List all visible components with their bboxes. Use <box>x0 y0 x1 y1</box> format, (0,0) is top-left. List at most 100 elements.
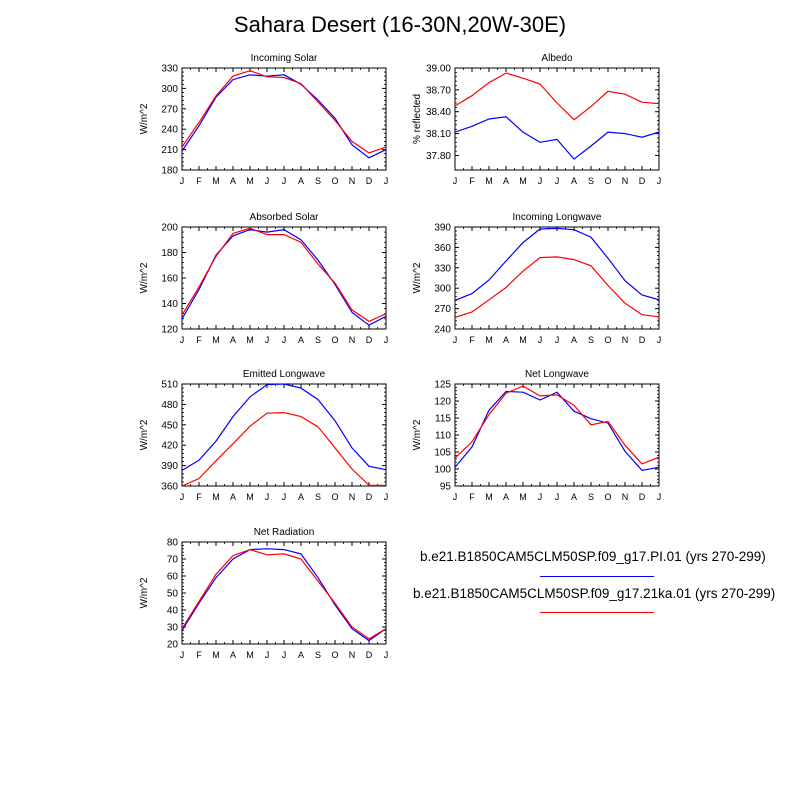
x-tick-label: D <box>639 176 646 186</box>
x-tick-label: J <box>453 335 458 345</box>
panel-title: Incoming Solar <box>251 53 318 64</box>
x-tick-label: N <box>349 335 356 345</box>
x-tick-label: M <box>519 492 527 502</box>
x-tick-label: J <box>265 335 270 345</box>
y-tick-label: 115 <box>435 414 451 425</box>
x-tick-label: D <box>366 335 373 345</box>
panel-incoming-longwave: J F M A M J J A S O N D J240270300330360390W/m^2Inco… <box>412 212 661 345</box>
y-tick-label: 60 <box>167 572 179 583</box>
x-tick-label: A <box>571 335 577 345</box>
x-tick-label: J <box>282 176 287 186</box>
series-line-pi <box>455 116 659 160</box>
x-tick-label: A <box>298 650 304 660</box>
y-tick-label: 100 <box>434 465 451 476</box>
x-tick-label: F <box>469 335 475 345</box>
y-tick-label: 40 <box>167 606 179 617</box>
x-tick-label: S <box>315 335 321 345</box>
plot-frame <box>181 383 387 487</box>
y-tick-label: 180 <box>161 248 178 259</box>
x-tick-label: F <box>469 176 475 186</box>
x-tick-label: N <box>622 176 629 186</box>
y-tick-label: 70 <box>167 555 179 566</box>
x-tick-label: D <box>366 650 373 660</box>
x-tick-label: O <box>604 176 611 186</box>
plot-frame <box>181 67 387 171</box>
x-tick-label: J <box>538 492 543 502</box>
y-tick-label: 510 <box>161 380 178 391</box>
y-axis-label: W/m^2 <box>412 419 423 450</box>
panel-absorbed-solar: J F M A M J J A S O N D J120140160180200W/m^2Absorbe… <box>139 212 388 345</box>
x-tick-label: N <box>622 335 629 345</box>
panel-title: Albedo <box>541 53 573 64</box>
panel-emitted-longwave: J F M A M J J A S O N D J360390420450480510W/m^2Emit… <box>139 369 388 502</box>
x-tick-label: S <box>315 176 321 186</box>
x-tick-label: N <box>622 492 629 502</box>
y-tick-label: 450 <box>161 420 178 431</box>
x-tick-label: J <box>555 492 560 502</box>
y-tick-label: 210 <box>161 145 178 156</box>
x-tick-label: J <box>555 335 560 345</box>
y-tick-label: 270 <box>161 104 178 115</box>
x-tick-label: M <box>246 176 254 186</box>
panel-albedo: J F M A M J J A S O N D J37.8038.1038.4038.7039.00% … <box>412 53 661 186</box>
y-tick-label: 240 <box>434 325 451 336</box>
x-tick-label: O <box>331 335 338 345</box>
x-tick-label: S <box>588 176 594 186</box>
x-tick-label: A <box>503 176 509 186</box>
series-line-pi <box>182 74 386 159</box>
x-tick-label: M <box>485 492 493 502</box>
y-tick-label: 140 <box>161 299 178 310</box>
y-tick-label: 330 <box>434 263 451 274</box>
panel-title: Net Longwave <box>525 369 589 380</box>
x-tick-label: J <box>282 492 287 502</box>
plot-frame <box>454 226 660 330</box>
y-axis-label: W/m^2 <box>412 262 423 293</box>
x-tick-label: N <box>349 176 356 186</box>
x-tick-label: A <box>230 650 236 660</box>
series-line-21ka <box>182 227 386 323</box>
y-tick-label: 240 <box>161 125 178 136</box>
x-tick-label: J <box>265 650 270 660</box>
series-line-pi <box>182 548 386 642</box>
y-tick-label: 50 <box>167 589 179 600</box>
y-tick-label: 360 <box>434 243 451 254</box>
panel-title: Net Radiation <box>254 527 315 538</box>
y-axis-label: W/m^2 <box>139 262 150 293</box>
x-tick-label: M <box>212 650 220 660</box>
x-tick-label: J <box>180 650 185 660</box>
y-tick-label: 300 <box>434 284 451 295</box>
series-line-21ka <box>182 548 386 640</box>
x-tick-label: F <box>196 650 202 660</box>
x-tick-label: J <box>265 176 270 186</box>
x-tick-label: F <box>196 335 202 345</box>
x-tick-label: D <box>366 492 373 502</box>
x-tick-label: D <box>639 335 646 345</box>
x-tick-label: J <box>555 176 560 186</box>
x-tick-label: F <box>196 176 202 186</box>
x-tick-label: J <box>384 176 389 186</box>
x-tick-label: O <box>604 492 611 502</box>
series-line-21ka <box>182 70 386 154</box>
x-tick-label: A <box>503 492 509 502</box>
legend-label-pi: b.e21.B1850CAM5CLM50SP.f09_g17.PI.01 (yr… <box>420 549 766 564</box>
x-tick-label: A <box>230 335 236 345</box>
y-tick-label: 360 <box>161 482 178 493</box>
x-tick-label: M <box>246 650 254 660</box>
x-tick-label: J <box>657 176 662 186</box>
panel-title: Emitted Longwave <box>243 369 326 380</box>
x-tick-label: O <box>331 176 338 186</box>
y-axis-label: % reflected <box>412 94 423 144</box>
panel-net-longwave: J F M A M J J A S O N D J95100105110115120125W/m^2Ne… <box>412 369 661 502</box>
y-tick-label: 200 <box>161 223 178 234</box>
series-line-21ka <box>182 411 386 486</box>
x-tick-label: J <box>282 650 287 660</box>
series-line-pi <box>182 384 386 471</box>
x-tick-label: S <box>315 492 321 502</box>
y-tick-label: 105 <box>434 448 451 459</box>
y-tick-label: 300 <box>161 84 178 95</box>
y-tick-label: 160 <box>161 274 178 285</box>
y-tick-label: 37.80 <box>426 151 451 162</box>
plot-frame <box>454 67 660 171</box>
y-tick-label: 30 <box>167 623 179 634</box>
x-tick-label: M <box>246 492 254 502</box>
